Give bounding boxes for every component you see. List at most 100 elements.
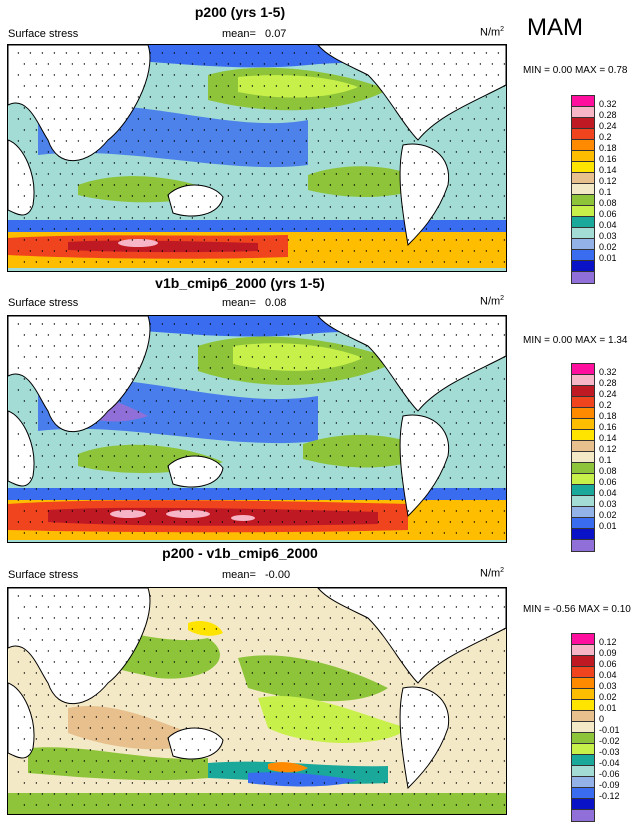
vector-dot	[275, 606, 278, 608]
vector-dot	[233, 749, 236, 751]
vector-dot	[29, 389, 32, 391]
vector-dot	[401, 617, 404, 619]
vector-dot	[311, 400, 314, 402]
vector-dot	[71, 173, 74, 175]
colorbar-swatch	[572, 518, 594, 529]
vector-dot	[497, 367, 500, 369]
vector-dot	[53, 771, 56, 773]
vector-dot	[197, 727, 200, 729]
panel-1-mean: mean= 0.07	[222, 28, 286, 40]
vector-dot	[437, 617, 440, 619]
vector-dot	[173, 96, 176, 98]
vector-dot	[401, 411, 404, 413]
vector-dot	[209, 683, 212, 685]
vector-dot	[497, 345, 500, 347]
vector-dot	[233, 162, 236, 164]
vector-dot	[407, 510, 410, 512]
vector-dot	[101, 367, 104, 369]
colorbar-swatch	[572, 272, 594, 283]
vector-dot	[365, 323, 368, 325]
vector-dot	[407, 694, 410, 696]
panel-2-map-svg	[8, 316, 506, 542]
vector-dot	[245, 521, 248, 523]
vector-dot	[167, 466, 170, 468]
vector-dot	[443, 694, 446, 696]
vector-dot	[143, 334, 146, 336]
vector-dot	[281, 250, 284, 252]
vector-dot	[149, 749, 152, 751]
vector-dot	[299, 444, 302, 446]
vector-dot	[113, 617, 116, 619]
vector-dot	[77, 455, 80, 457]
vector-dot	[59, 488, 62, 490]
vector-dot	[473, 411, 476, 413]
vector-dot	[503, 129, 506, 131]
vector-dot	[53, 162, 56, 164]
vector-dot	[371, 173, 374, 175]
vector-dot	[155, 532, 158, 534]
vector-dot	[143, 151, 146, 153]
vector-dot	[107, 400, 110, 402]
vector-dot	[35, 716, 38, 718]
vector-dot	[323, 510, 326, 512]
vector-dot	[101, 389, 104, 391]
vector-dot	[377, 749, 380, 751]
colorbar-label: -0.09	[599, 780, 620, 790]
vector-dot	[227, 378, 230, 380]
vector-dot	[311, 422, 314, 424]
vector-dot	[17, 455, 20, 457]
vector-dot	[341, 793, 344, 795]
vector-dot	[125, 250, 128, 252]
vector-dot	[107, 173, 110, 175]
vector-dot	[491, 510, 494, 512]
vector-dot	[41, 455, 44, 457]
vector-dot	[131, 488, 134, 490]
vector-dot	[359, 510, 362, 512]
vector-dot	[383, 716, 386, 718]
vector-dot	[395, 107, 398, 109]
vector-dot	[77, 184, 80, 186]
vector-dot	[125, 206, 128, 208]
vector-dot	[143, 804, 146, 806]
vector-dot	[449, 206, 452, 208]
vector-dot	[431, 760, 434, 762]
vector-dot	[419, 261, 422, 263]
vector-dot	[413, 683, 416, 685]
vector-dot	[143, 782, 146, 784]
vector-dot	[257, 595, 260, 597]
vector-dot	[479, 422, 482, 424]
vector-dot	[275, 107, 278, 109]
vector-dot	[503, 444, 506, 446]
vector-dot	[65, 411, 68, 413]
vector-dot	[221, 74, 224, 76]
vector-dot	[395, 444, 398, 446]
vector-dot	[269, 367, 272, 369]
vector-dot	[287, 488, 290, 490]
vector-dot	[425, 118, 428, 120]
vector-dot	[461, 367, 464, 369]
vector-dot	[89, 206, 92, 208]
colorbar-label: 0.01	[599, 253, 617, 263]
vector-dot	[353, 74, 356, 76]
vector-dot	[347, 63, 350, 65]
vector-dot	[191, 510, 194, 512]
vector-dot	[125, 661, 128, 663]
vector-dot	[143, 195, 146, 197]
vector-dot	[77, 323, 80, 325]
vector-dot	[293, 74, 296, 76]
vector-dot	[353, 455, 356, 457]
vector-dot	[491, 532, 494, 534]
vector-dot	[497, 639, 500, 641]
vector-dot	[275, 672, 278, 674]
vector-dot	[431, 400, 434, 402]
vector-dot	[65, 206, 68, 208]
vector-dot	[497, 771, 500, 773]
vector-dot	[59, 85, 62, 87]
colorbar-swatch	[572, 810, 594, 821]
colorbar-swatch	[572, 430, 594, 441]
vector-dot	[341, 323, 344, 325]
vector-dot	[323, 488, 326, 490]
vector-dot	[53, 118, 56, 120]
vector-dot	[341, 118, 344, 120]
vector-dot	[353, 595, 356, 597]
